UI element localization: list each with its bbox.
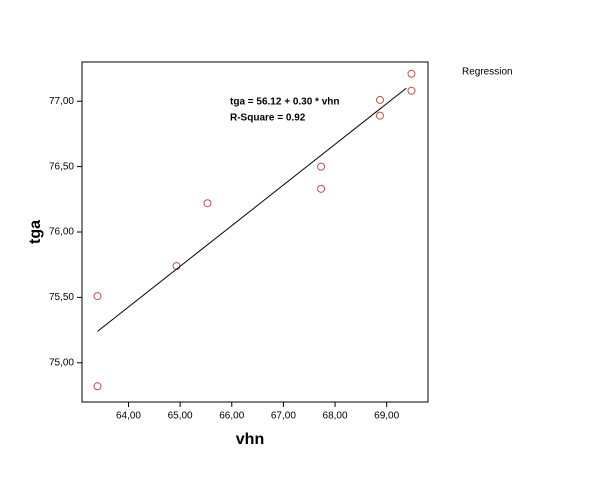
x-tick-label: 65,00 [168,411,193,422]
point [93,382,102,391]
y-tick-label: 77,00 [49,96,74,107]
x-axis-label: vhn [236,431,264,448]
y-tick-label: 76,50 [49,161,74,172]
x-tick-label: 69,00 [374,411,399,422]
point [203,199,212,208]
point [375,111,384,120]
fit-line [97,87,407,332]
point [93,292,102,301]
y-tick-label: 75,50 [49,292,74,303]
point [407,69,416,78]
plot-area [81,61,429,403]
annotation: R-Square = 0.92 [230,113,306,124]
point [317,162,326,171]
y-axis-label: tga [27,220,44,244]
x-tick-label: 68,00 [323,411,348,422]
annotation: tga = 56.12 + 0.30 * vhn [230,97,340,108]
point [317,184,326,193]
y-tick-label: 75,00 [49,357,74,368]
x-tick-label: 66,00 [219,411,244,422]
chart-title: Regression [462,67,513,78]
x-tick-label: 64,00 [116,411,141,422]
x-tick-label: 67,00 [271,411,296,422]
point [375,95,384,104]
point [407,86,416,95]
y-tick-label: 76,00 [49,227,74,238]
